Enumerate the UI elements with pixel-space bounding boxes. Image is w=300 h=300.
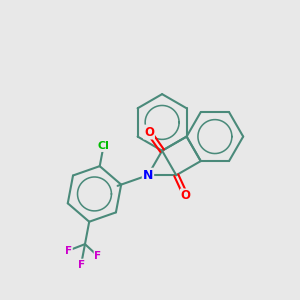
Text: O: O — [144, 126, 154, 139]
Text: F: F — [94, 251, 102, 261]
Text: O: O — [181, 189, 191, 203]
Text: F: F — [65, 246, 72, 256]
Text: F: F — [78, 260, 85, 269]
Text: N: N — [143, 169, 153, 182]
Text: Cl: Cl — [98, 141, 110, 151]
